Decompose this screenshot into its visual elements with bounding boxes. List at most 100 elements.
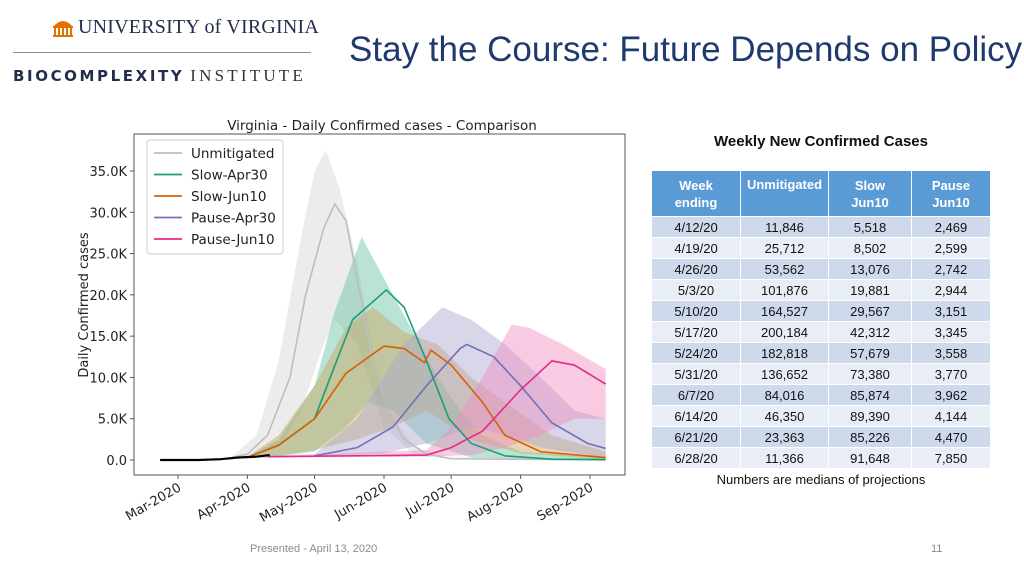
y-tick-label: 25.0K xyxy=(90,248,128,263)
table-row: 6/14/20 46,350 89,390 4,144 xyxy=(651,405,991,427)
institute-wordmark: BIOCOMPLEXITY INSTITUTE xyxy=(13,66,306,86)
table-row: 6/7/20 84,016 85,874 3,962 xyxy=(651,384,991,406)
table-cell: 7,850 xyxy=(911,447,991,469)
table-cell: 2,944 xyxy=(911,279,991,301)
table-cell: 73,380 xyxy=(828,363,912,385)
table-cell: 6/21/20 xyxy=(651,426,741,448)
table-cell: 3,345 xyxy=(911,321,991,343)
table-cell: 2,742 xyxy=(911,258,991,280)
legend-label: Slow-Jun10 xyxy=(191,189,267,205)
table-cell: 91,648 xyxy=(828,447,912,469)
table-row: 5/10/20 164,527 29,567 3,151 xyxy=(651,300,991,322)
band-pause-jun10 xyxy=(267,324,606,458)
table-cell: 4,470 xyxy=(911,426,991,448)
x-tick-label: May-2020 xyxy=(257,480,320,525)
institute-bold: BIOCOMPLEXITY xyxy=(13,67,185,85)
table-cell: 6/14/20 xyxy=(651,405,741,427)
table-cell: 164,527 xyxy=(740,300,829,322)
table-title: Weekly New Confirmed Cases xyxy=(714,133,928,150)
table-cell: 5/17/20 xyxy=(651,321,741,343)
legend-label: Pause-Apr30 xyxy=(191,211,276,227)
table-row: 5/31/20 136,652 73,380 3,770 xyxy=(651,363,991,385)
table-cell: 136,652 xyxy=(740,363,829,385)
header-pause-jun10: Pause Jun10 xyxy=(911,170,991,217)
table-cell: 5,518 xyxy=(828,216,912,238)
table-row: 6/28/20 11,366 91,648 7,850 xyxy=(651,447,991,469)
table-cell: 5/24/20 xyxy=(651,342,741,364)
x-tick-label: Sep-2020 xyxy=(535,480,596,524)
table-cell: 3,151 xyxy=(911,300,991,322)
y-tick-label: 5.0K xyxy=(98,413,128,428)
table-cell: 84,016 xyxy=(740,384,829,406)
header-line: Unmitigated xyxy=(746,177,823,192)
institute-light: INSTITUTE xyxy=(190,66,306,85)
table-cell: 4/26/20 xyxy=(651,258,741,280)
header-line: Jun10 xyxy=(851,194,889,210)
table-cell: 3,962 xyxy=(911,384,991,406)
line-unmitigated xyxy=(231,202,606,461)
table-cell: 53,562 xyxy=(740,258,829,280)
chart-title: Virginia - Daily Confirmed cases - Compa… xyxy=(227,118,537,134)
table-row: 6/21/20 23,363 85,226 4,470 xyxy=(651,426,991,448)
table-cell: 25,712 xyxy=(740,237,829,259)
y-tick-label: 30.0K xyxy=(90,206,128,221)
header-line: Pause xyxy=(931,177,971,193)
line-slow-jun10 xyxy=(247,345,606,459)
table-row: 4/19/20 25,712 8,502 2,599 xyxy=(651,237,991,259)
table-cell: 3,770 xyxy=(911,363,991,385)
table-cell: 4,144 xyxy=(911,405,991,427)
header-line: Slow xyxy=(854,177,886,193)
uva-wordmark: UNIVERSITY of VIRGINIA xyxy=(78,15,320,38)
rotunda-icon xyxy=(53,21,73,37)
table-cell: 11,846 xyxy=(740,216,829,238)
x-tick-label: Jul-2020 xyxy=(403,480,458,520)
x-tick-label: Jun-2020 xyxy=(331,480,390,523)
table-cell: 13,076 xyxy=(828,258,912,280)
table-row: 4/12/20 11,846 5,518 2,469 xyxy=(651,216,991,238)
table-cell: 42,312 xyxy=(828,321,912,343)
header-line: Jun10 xyxy=(932,194,970,210)
header-week-ending: Week ending xyxy=(651,170,741,217)
x-tick-label: Aug-2020 xyxy=(464,480,526,525)
table-cell: 5/3/20 xyxy=(651,279,741,301)
table-cell: 89,390 xyxy=(828,405,912,427)
table-header-row: Week ending Unmitigated Slow Jun10 Pause Ju… xyxy=(651,170,991,217)
uva-logo: UNIVERSITY of VIRGINIA xyxy=(52,14,319,40)
table-cell: 5/31/20 xyxy=(651,363,741,385)
table-cell: 3,558 xyxy=(911,342,991,364)
table-cell: 6/7/20 xyxy=(651,384,741,406)
table-cell: 85,226 xyxy=(828,426,912,448)
table-cell: 23,363 xyxy=(740,426,829,448)
y-tick-label: 20.0K xyxy=(90,289,128,304)
legend: Unmitigated Slow-Apr30 Slow-Jun10 Pause-Apr… xyxy=(146,139,284,255)
band-slow-apr30 xyxy=(247,237,606,460)
y-tick-label: 0.0 xyxy=(106,454,127,469)
table-cell: 101,876 xyxy=(740,279,829,301)
table-cell: 5/10/20 xyxy=(651,300,741,322)
table-cell: 4/19/20 xyxy=(651,237,741,259)
table-note: Numbers are medians of projections xyxy=(716,472,926,487)
y-axis-label: Daily Confirmed cases xyxy=(77,232,92,378)
table-cell: 2,469 xyxy=(911,216,991,238)
table-cell: 6/28/20 xyxy=(651,447,741,469)
page-number: 11 xyxy=(931,543,943,555)
table-cell: 85,874 xyxy=(828,384,912,406)
header-unmitigated: Unmitigated xyxy=(740,170,829,217)
x-tick-label: Mar-2020 xyxy=(123,480,184,524)
y-tick-label: 35.0K xyxy=(90,165,128,180)
header-line: Week xyxy=(679,177,713,193)
x-tick-label: Apr-2020 xyxy=(194,480,253,523)
table-cell: 29,567 xyxy=(828,300,912,322)
plot-frame xyxy=(133,133,626,476)
table-cell: 57,679 xyxy=(828,342,912,364)
y-tick-label: 15.0K xyxy=(90,330,128,345)
legend-label: Slow-Apr30 xyxy=(191,168,268,184)
band-slow-jun10 xyxy=(247,307,606,460)
table-row: 5/3/20 101,876 19,881 2,944 xyxy=(651,279,991,301)
header-line: ending xyxy=(674,194,718,210)
table-cell: 11,366 xyxy=(740,447,829,469)
line-pause-jun10 xyxy=(267,360,607,458)
legend-box xyxy=(146,139,284,255)
header-slow-jun10: Slow Jun10 xyxy=(828,170,912,217)
table-row: 5/24/20 182,818 57,679 3,558 xyxy=(651,342,991,364)
